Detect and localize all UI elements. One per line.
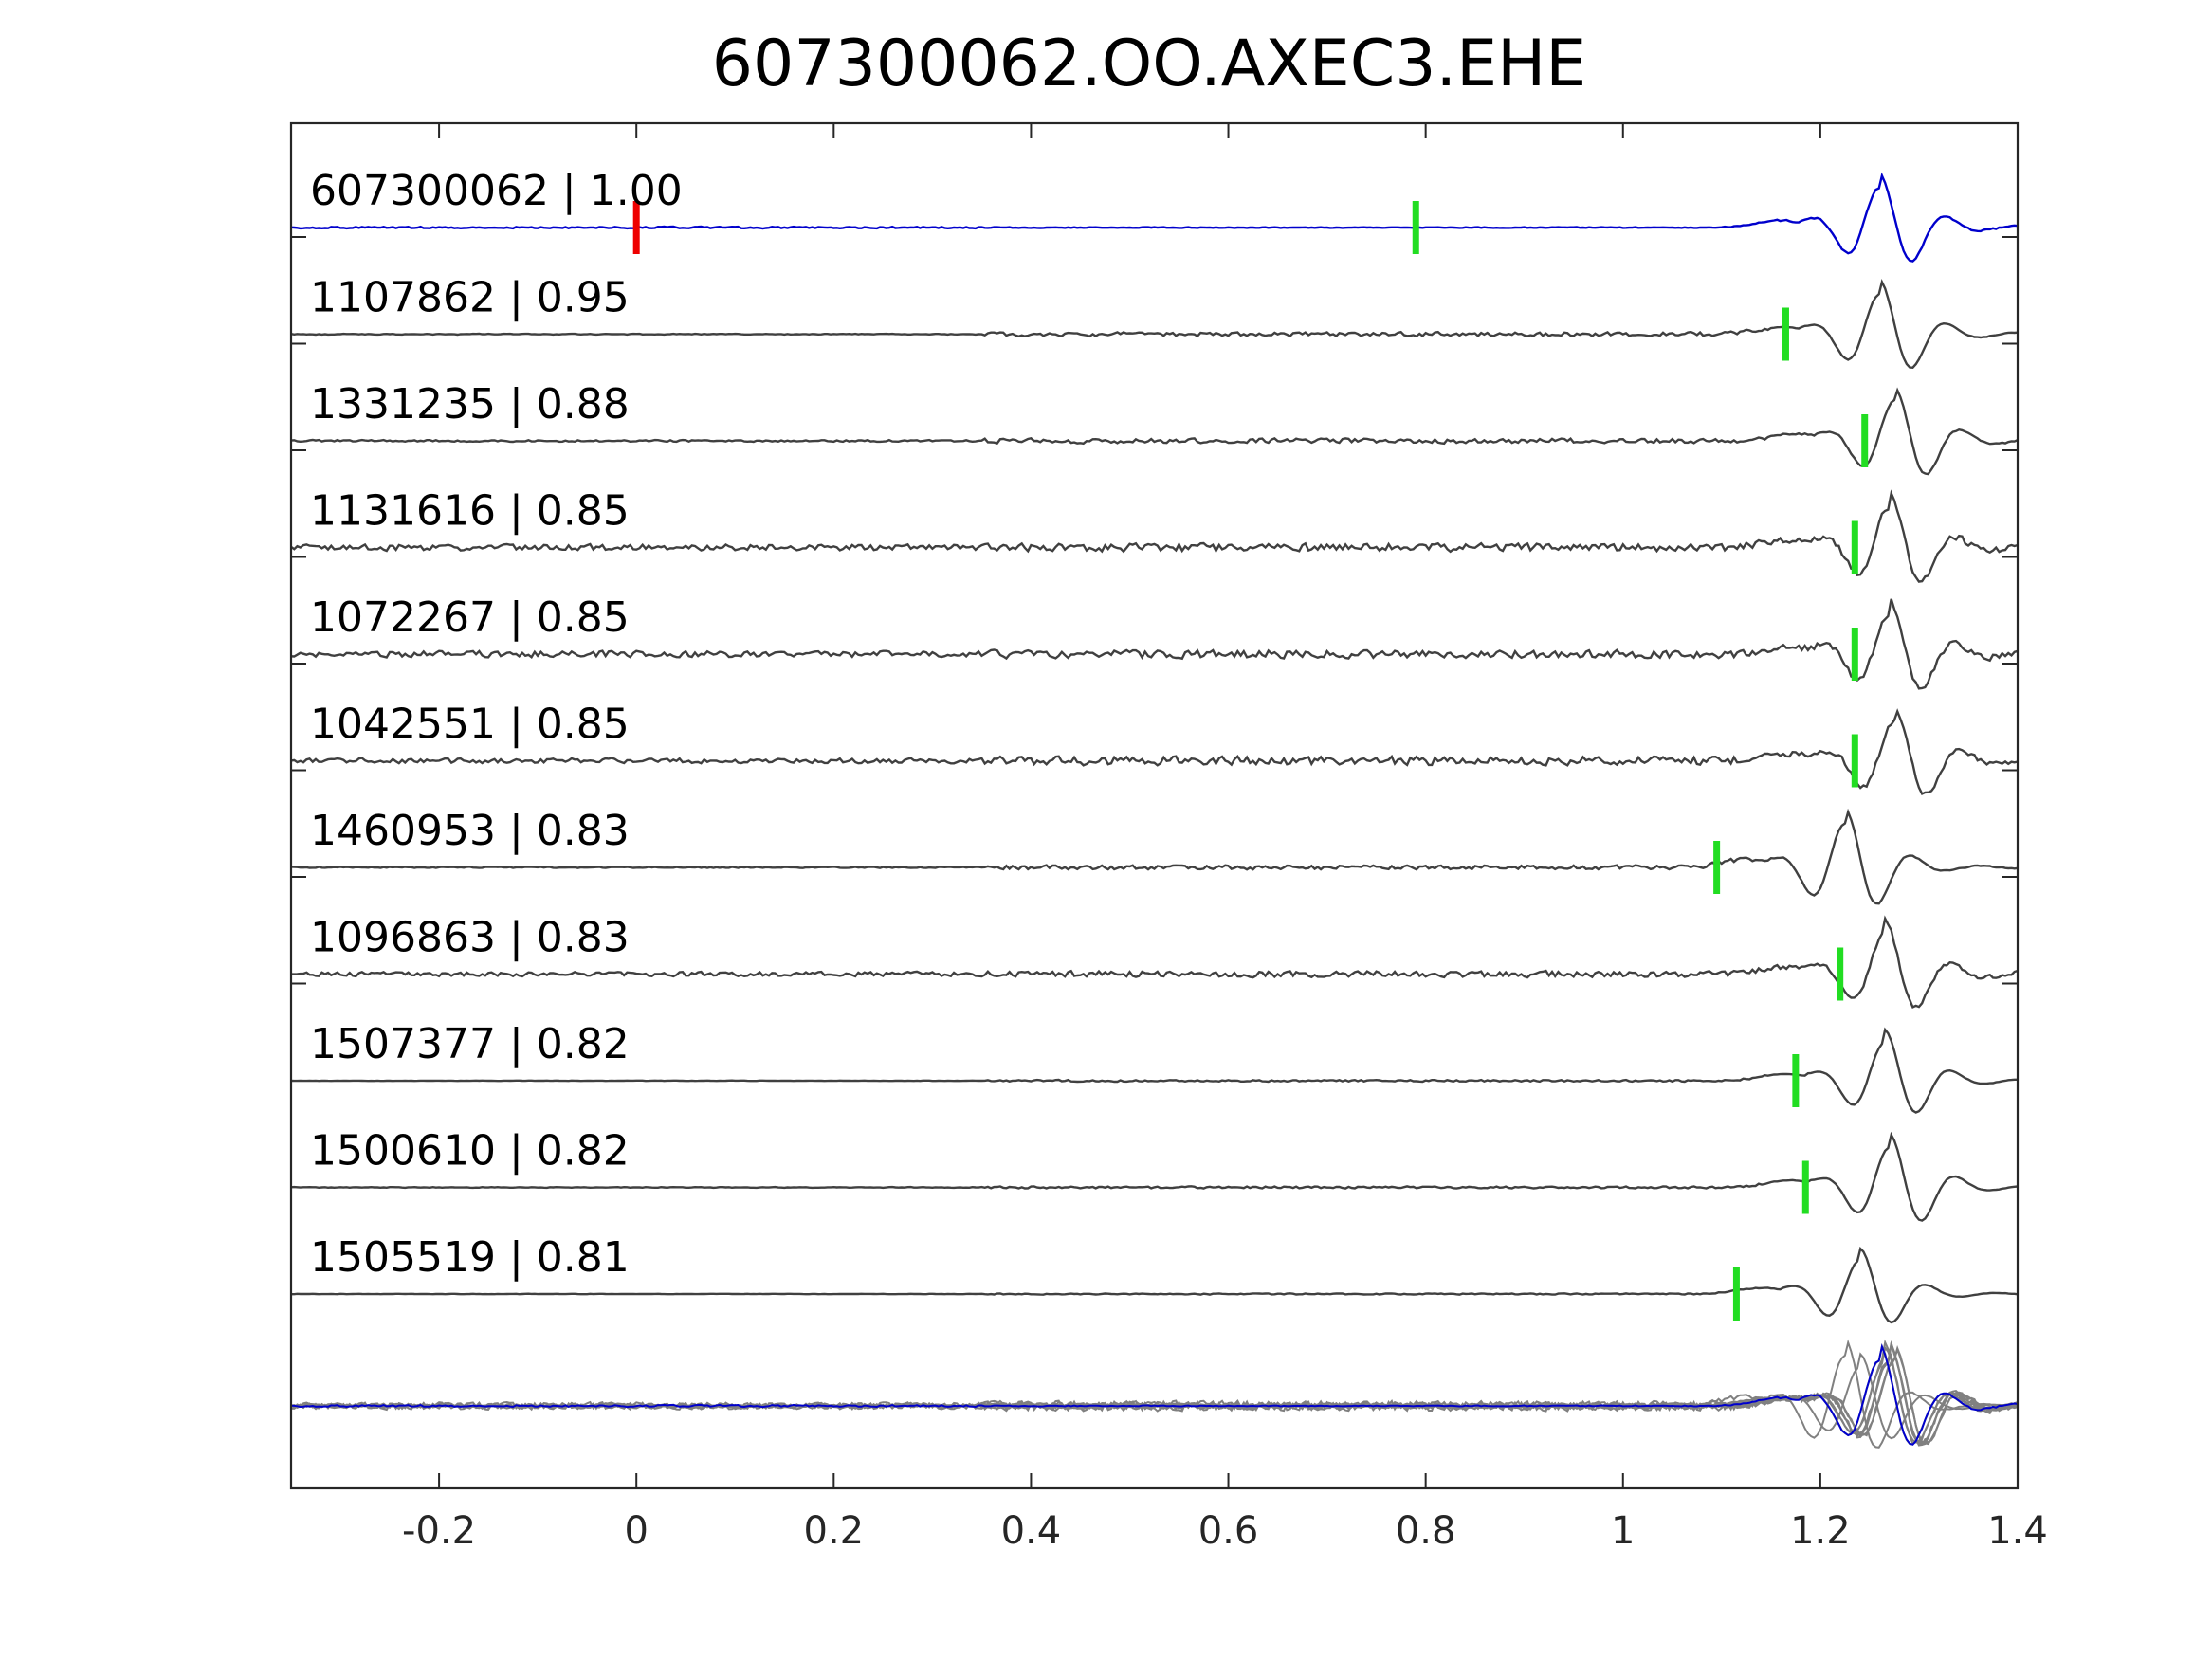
- trace-1331235: [290, 387, 2019, 476]
- x-tick-label: 1: [1611, 1509, 1635, 1553]
- trace-1072267: [290, 598, 2019, 690]
- x-tick-label: 0.4: [1001, 1509, 1062, 1553]
- trace-607300062: [290, 172, 2019, 263]
- trace-label-1460953: 1460953 | 0.83: [310, 807, 630, 855]
- x-tick-label: -0.2: [402, 1509, 476, 1553]
- labels-layer: 607300062 | 1.00 1107862 | 0.95 1331235 | …: [310, 167, 683, 1282]
- plot-axes-box: [289, 121, 2020, 1490]
- trace-label-1072267: 1072267 | 0.85: [310, 593, 630, 642]
- axes-layer: -0.2 0 0.2 0.4 0.6 0.8 1 1.2 1.4: [289, 121, 2048, 1553]
- x-tick-label: 1.2: [1790, 1509, 1851, 1553]
- trace-1042551: [290, 708, 2019, 795]
- trace-1096863: [291, 915, 2019, 1010]
- trace-1107862: [290, 279, 2019, 370]
- trace-label-1505519: 1505519 | 0.81: [310, 1233, 630, 1282]
- trace-label-607300062: 607300062 | 1.00: [310, 167, 683, 215]
- trace-label-1042551: 1042551 | 0.85: [310, 701, 630, 749]
- x-tick-label: 1.4: [1987, 1509, 2048, 1553]
- x-tick-label: 0.2: [804, 1509, 865, 1553]
- trace-1460953: [290, 808, 2019, 905]
- trace-1500610: [290, 1131, 2019, 1222]
- traces-layer: [290, 172, 2019, 1449]
- trace-1505519: [291, 1246, 2019, 1324]
- x-tick-label: 0.8: [1396, 1509, 1456, 1553]
- trace-1131616: [290, 489, 2019, 583]
- trace-label-1096863: 1096863 | 0.83: [310, 914, 630, 962]
- x-tick-label: 0.6: [1198, 1509, 1259, 1553]
- trace-1507377: [290, 1027, 2018, 1114]
- x-tick-label: 0: [624, 1509, 648, 1553]
- trace-label-1331235: 1331235 | 0.88: [310, 380, 630, 428]
- trace-label-1107862: 1107862 | 0.95: [310, 274, 630, 322]
- chart-title: 607300062.OO.AXEC3.EHE: [712, 27, 1586, 101]
- overlay-trace-607300062: [290, 1343, 2019, 1446]
- trace-label-1131616: 1131616 | 0.85: [310, 487, 630, 536]
- trace-label-1507377: 1507377 | 0.82: [310, 1020, 630, 1068]
- trace-label-1500610: 1500610 | 0.82: [310, 1127, 630, 1176]
- markers-layer: [632, 201, 1869, 1321]
